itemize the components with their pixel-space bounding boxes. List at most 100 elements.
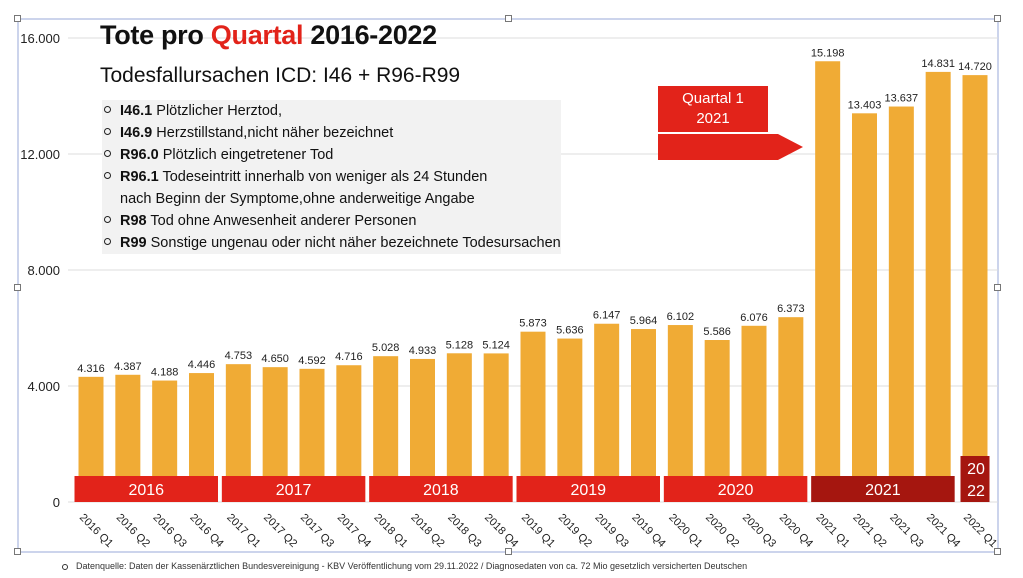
icd-code-item: R96.0 Plötzlich eingetretener Tod [102,144,561,166]
bar [594,323,620,502]
year-band-label: 2019 [570,482,606,499]
x-tick-label: 2016 Q2 [114,512,152,550]
title-part-2: 2016-2022 [303,20,437,50]
resize-handle-top-center[interactable] [505,15,512,22]
bullet-icon [104,128,111,135]
icd-code: R96.0 [120,147,159,163]
bar [815,61,841,503]
icd-description: Herzstillstand,nicht näher bezeichnet [152,125,394,141]
x-tick-label: 2018 Q4 [482,512,520,550]
bar [667,325,693,502]
icd-description: Plötzlicher Herztod, [152,103,282,119]
bar [962,75,988,503]
x-tick-label: 2019 Q1 [519,512,557,550]
icd-code-item: R98 Tod ohne Anwesenheit anderer Persone… [102,210,561,232]
title-part-1: Tote pro [100,20,211,50]
y-tick-label: 16.000 [20,31,60,46]
x-tick-label: 2017 Q1 [224,512,262,550]
bar-value-label: 5.124 [482,339,510,351]
bar-value-label: 14.720 [958,61,992,73]
x-tick-label: 2022 Q1 [961,512,999,550]
x-tick-label: 2020 Q4 [777,512,815,550]
bar-value-label: 6.076 [740,312,768,324]
icd-description: Todeseintritt innerhalb von weniger als … [158,169,488,185]
x-tick-label: 2021 Q2 [850,512,888,550]
resize-handle-bottom-left[interactable] [14,548,21,555]
x-tick-label: 2018 Q3 [445,512,483,550]
bar [631,329,656,502]
year-band-label: 22 [967,483,985,500]
icd-code: R99 [120,235,147,251]
year-band [221,476,366,502]
bar-value-label: 6.147 [593,310,621,322]
source-text: Datenquelle: Daten der Kassenärztlichen … [76,561,748,571]
x-tick-label: 2018 Q1 [372,512,410,550]
x-tick-label: 2020 Q2 [703,512,741,550]
bar-value-label: 4.188 [151,367,179,379]
bar-value-label: 5.586 [703,326,731,338]
bar-value-label: 13.403 [848,99,882,111]
icd-code-item: I46.1 Plötzlicher Herztod, [102,100,561,122]
bar-value-label: 4.650 [261,353,289,365]
y-tick-label: 4.000 [27,379,60,394]
icd-code: I46.9 [120,125,153,141]
bullet-icon [104,216,111,223]
x-tick-label: 2017 Q3 [298,512,336,550]
bullet-icon [104,172,111,179]
x-tick-label: 2018 Q2 [408,512,446,550]
resize-handle-middle-right[interactable] [994,284,1001,291]
x-tick-label: 2019 Q2 [556,512,594,550]
title-accent: Quartal [210,20,304,50]
resize-handle-bottom-right[interactable] [994,548,1001,555]
chart-subtitle: Todesfallursachen ICD: I46 + R96-R99 [100,64,461,87]
bar-value-label: 4.387 [114,361,142,373]
icd-code-item: I46.9 Herzstillstand,nicht näher bezeich… [102,122,561,144]
resize-handle-bottom-center[interactable] [505,548,512,555]
x-tick-label: 2021 Q4 [924,512,962,550]
year-band [516,476,660,502]
y-tick-label: 8.000 [27,263,60,278]
callout-arrow [658,134,803,160]
year-band [663,476,808,502]
resize-handle-middle-left[interactable] [14,284,21,291]
year-band-label: 2020 [718,482,754,499]
year-band [74,476,218,502]
x-tick-label: 2016 Q3 [151,512,189,550]
bullet-icon [104,238,111,245]
bar-value-label: 4.716 [335,351,363,363]
bar [888,106,914,502]
year-band-label: 20 [967,461,985,478]
bullet-icon [104,106,111,113]
icd-description: Plötzlich eingetretener Tod [158,147,334,163]
quartal-1-2021-callout: Quartal 1 2021 [658,86,768,132]
x-tick-label: 2021 Q1 [814,512,852,550]
year-band [811,476,955,502]
bar-value-label: 5.964 [630,315,658,327]
resize-handle-top-left[interactable] [14,15,21,22]
bar-value-label: 6.373 [777,303,805,315]
bar-value-label: 14.831 [921,58,955,70]
y-tick-label: 0 [53,495,60,510]
x-tick-label: 2016 Q4 [187,512,225,550]
year-band-label: 2021 [865,482,901,499]
bar-value-label: 5.128 [446,339,474,351]
icd-code: R98 [120,213,147,229]
x-tick-label: 2020 Q3 [740,512,778,550]
bar-value-label: 4.933 [409,345,437,357]
resize-handle-top-right[interactable] [994,15,1001,22]
x-tick-label: 2019 Q4 [629,512,667,550]
x-tick-label: 2020 Q1 [666,512,704,550]
bar-value-label: 4.592 [298,355,326,367]
bar-value-label: 5.636 [556,325,584,337]
chart-title: Tote pro Quartal 2016-2022 [100,20,437,51]
x-tick-label: 2017 Q2 [261,512,299,550]
x-tick-label: 2019 Q3 [593,512,631,550]
year-band-label: 2017 [276,482,312,499]
icd-description: Tod ohne Anwesenheit anderer Personen [146,213,417,229]
y-tick-label: 12.000 [20,147,60,162]
icd-description: Sonstige ungenau oder nicht näher bezeic… [146,235,561,251]
callout-line-2: 2021 [696,110,730,127]
year-band-label: 2016 [128,482,164,499]
year-band [960,456,990,502]
year-band [369,476,513,502]
